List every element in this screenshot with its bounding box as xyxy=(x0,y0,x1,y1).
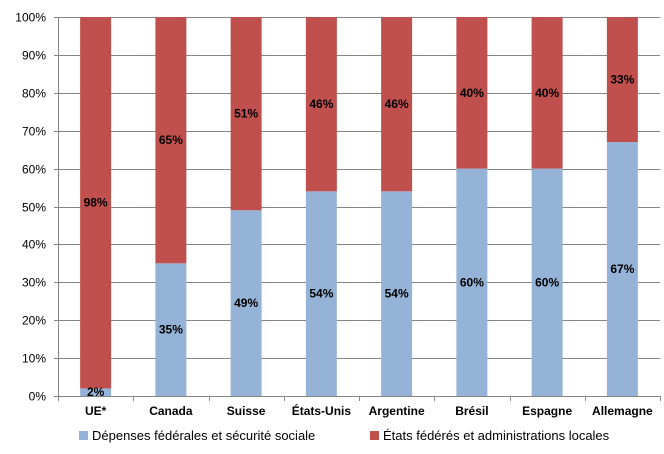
bar-segment xyxy=(230,17,262,211)
data-label: 33% xyxy=(610,73,634,87)
bars xyxy=(80,17,638,396)
data-labels: 2% 98% 35% 65% 49% 51% 54% 46% 54% 46% 60% 40% 60% 40… xyxy=(84,73,635,400)
gridlines xyxy=(54,17,660,397)
y-tick-label: 90% xyxy=(22,49,46,63)
data-label: 60% xyxy=(535,275,559,289)
legend-swatch xyxy=(79,431,88,440)
x-category-label: Espagne xyxy=(522,404,572,418)
data-label: 67% xyxy=(610,262,634,276)
data-label: 65% xyxy=(159,133,183,147)
x-axis-labels: UE* Canada Suisse États-Unis Argentine Brésil… xyxy=(85,403,653,418)
legend-swatch xyxy=(370,431,379,440)
y-tick-label: 0% xyxy=(29,390,47,404)
y-axis-ticks: 0% 10% 20% 30% 40% 50% 60% 70% 80% 90% 100% xyxy=(15,11,46,404)
bar-segment xyxy=(606,17,638,143)
bar-segment xyxy=(80,388,112,396)
data-label: 54% xyxy=(309,287,333,301)
x-category-label: Canada xyxy=(149,404,193,418)
legend-label: Dépenses fédérales et sécurité sociale xyxy=(92,428,315,443)
y-tick-label: 30% xyxy=(22,276,46,290)
bar-segment xyxy=(456,17,488,169)
bar-segment xyxy=(305,17,337,192)
y-tick-label: 70% xyxy=(22,125,46,139)
bar-segment xyxy=(531,17,563,169)
data-label: 40% xyxy=(535,86,559,100)
data-label: 46% xyxy=(385,97,409,111)
data-label: 49% xyxy=(234,296,258,310)
bar-segment xyxy=(381,191,413,396)
data-label: 40% xyxy=(460,86,484,100)
bar-segment xyxy=(456,168,488,396)
y-tick-label: 10% xyxy=(22,352,46,366)
data-label: 51% xyxy=(234,107,258,121)
bar-segment xyxy=(80,17,112,389)
y-tick-label: 50% xyxy=(22,201,46,215)
data-label: 46% xyxy=(309,97,333,111)
data-label: 2% xyxy=(87,385,105,399)
y-tick-label: 60% xyxy=(22,163,46,177)
x-category-label: États-Unis xyxy=(292,403,352,418)
bar-segment xyxy=(305,191,337,396)
x-category-label: UE* xyxy=(85,404,107,418)
data-label: 60% xyxy=(460,275,484,289)
y-tick-label: 80% xyxy=(22,87,46,101)
x-category-label: Brésil xyxy=(455,404,488,418)
axes xyxy=(58,17,661,401)
data-label: 54% xyxy=(385,287,409,301)
legend-label: États fédérés et administrations locales xyxy=(383,428,610,443)
data-label: 35% xyxy=(159,323,183,337)
bar-segment xyxy=(230,210,262,396)
x-category-label: Argentine xyxy=(369,404,425,418)
y-tick-label: 40% xyxy=(22,238,46,252)
x-category-label: Allemagne xyxy=(592,404,653,418)
bar-segment xyxy=(155,263,187,396)
bar-segment xyxy=(531,168,563,396)
y-tick-label: 20% xyxy=(22,314,46,328)
data-label: 98% xyxy=(84,196,108,210)
bar-segment xyxy=(155,17,187,264)
bar-segment xyxy=(606,142,638,396)
x-category-label: Suisse xyxy=(227,404,266,418)
bar-segment xyxy=(381,17,413,192)
y-tick-label: 100% xyxy=(15,11,46,25)
legend: Dépenses fédérales et sécurité sociale Ét… xyxy=(79,428,610,443)
